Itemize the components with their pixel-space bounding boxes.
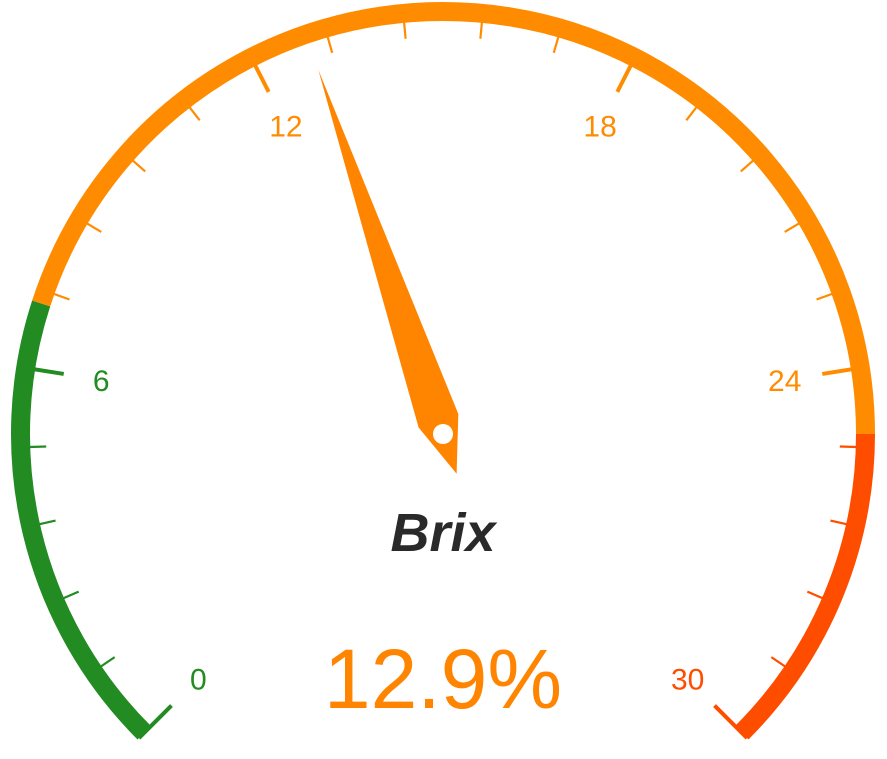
tick-label-0: 0: [190, 664, 207, 697]
major-tick: [246, 49, 271, 93]
minor-tick: [47, 590, 80, 606]
tick-label-18: 18: [583, 111, 616, 144]
minor-tick: [685, 93, 708, 121]
minor-tick: [119, 148, 146, 173]
minor-tick: [552, 20, 565, 54]
minor-tick: [770, 656, 800, 677]
tick-label-6: 6: [93, 365, 110, 398]
tick-label-24: 24: [768, 365, 801, 398]
minor-tick: [806, 590, 839, 606]
minor-tick: [401, 5, 407, 39]
minor-tick: [13, 445, 47, 449]
tick-label-30: 30: [671, 664, 704, 697]
gauge-tick-labels: 0 6 12 18 24 30: [93, 111, 802, 697]
gauge-band-0: [11, 300, 151, 740]
minor-tick: [830, 519, 863, 529]
major-tick: [821, 364, 869, 376]
minor-tick: [72, 214, 102, 233]
tick-label-12: 12: [269, 111, 302, 144]
minor-tick: [23, 519, 56, 529]
minor-tick: [740, 148, 767, 173]
gauge-title: Brix: [390, 503, 497, 563]
major-tick: [713, 704, 749, 740]
minor-tick: [784, 214, 814, 233]
minor-tick: [38, 287, 70, 301]
minor-tick: [816, 287, 848, 301]
minor-tick: [479, 5, 485, 39]
major-tick: [17, 364, 65, 376]
major-tick: [615, 49, 640, 93]
minor-tick: [839, 445, 873, 449]
gauge-needle: [318, 69, 459, 474]
major-tick: [137, 704, 173, 740]
needle-pointer: [318, 69, 459, 474]
minor-tick: [178, 93, 201, 121]
minor-tick: [321, 20, 334, 54]
gauge-bands: [11, 2, 875, 740]
gauge-band-2: [735, 433, 875, 740]
gauge-band-1: [32, 2, 875, 435]
gauge-ticks: [13, 5, 873, 740]
minor-tick: [86, 656, 116, 677]
gauge-value-readout: 12.9%: [324, 632, 562, 726]
needle-hub: [433, 424, 453, 444]
